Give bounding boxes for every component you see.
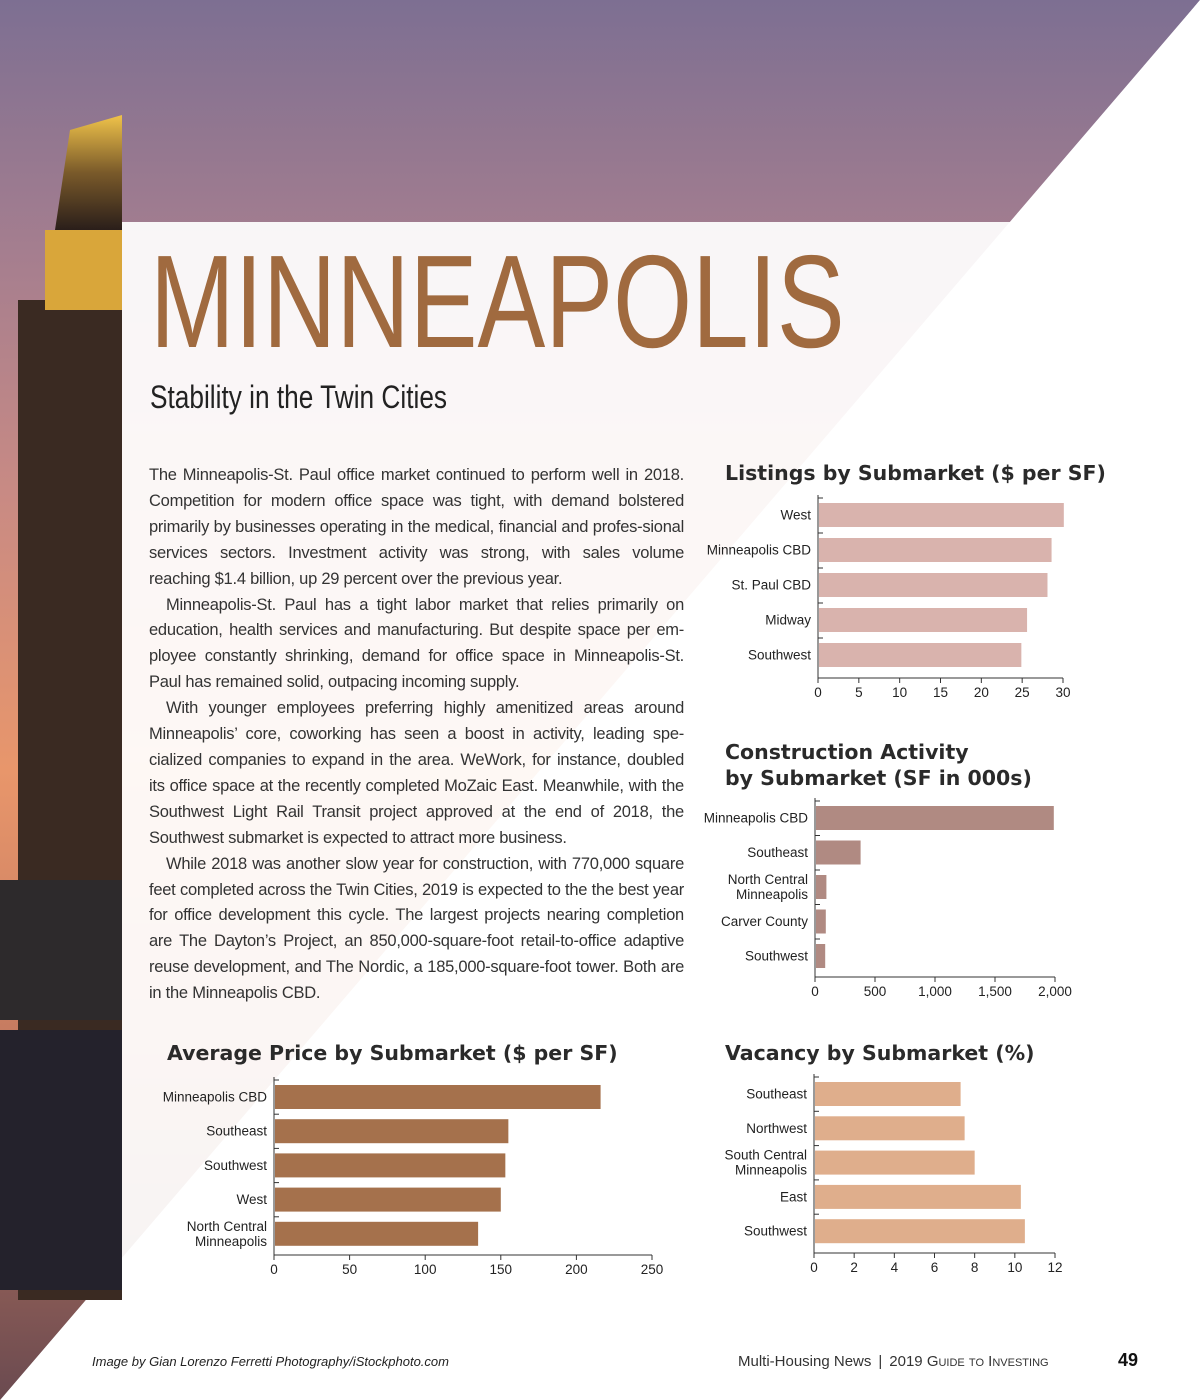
article-paragraph: While 2018 was another slow year for con… (149, 854, 684, 1003)
publication-name: Multi-Housing News (738, 1353, 872, 1370)
photo-credit: Image by Gian Lorenzo Ferretti Photograp… (92, 1354, 449, 1369)
article-body: The Minneapolis-St. Paul office market c… (149, 463, 684, 1007)
article-paragraph: The Minneapolis-St. Paul office market c… (149, 466, 684, 588)
footer-separator: | (878, 1353, 883, 1370)
chart-title-construction-line-1: Construction Activity (725, 740, 969, 764)
chart-title-avg-price: Average Price by Submarket ($ per SF) (167, 1041, 618, 1065)
page-number: 49 (1118, 1350, 1139, 1370)
page-title: MINNEAPOLIS (150, 228, 845, 375)
publication-footer: Multi-Housing News | 2019 Guide to Investi… (738, 1353, 1049, 1370)
page-subtitle: Stability in the Twin Cities (150, 379, 448, 415)
guide-name: 2019 Guide to Investing (889, 1353, 1049, 1370)
article-paragraph: With younger employees preferring highly… (149, 699, 684, 847)
chart-title-construction-line-2: by Submarket (SF in 000s) (725, 766, 1032, 790)
chart-title-listings: Listings by Submarket ($ per SF) (725, 461, 1106, 485)
chart-title-vacancy: Vacancy by Submarket (%) (725, 1041, 1035, 1065)
article-paragraph: Minneapolis-St. Paul has a tight labor m… (149, 595, 684, 692)
